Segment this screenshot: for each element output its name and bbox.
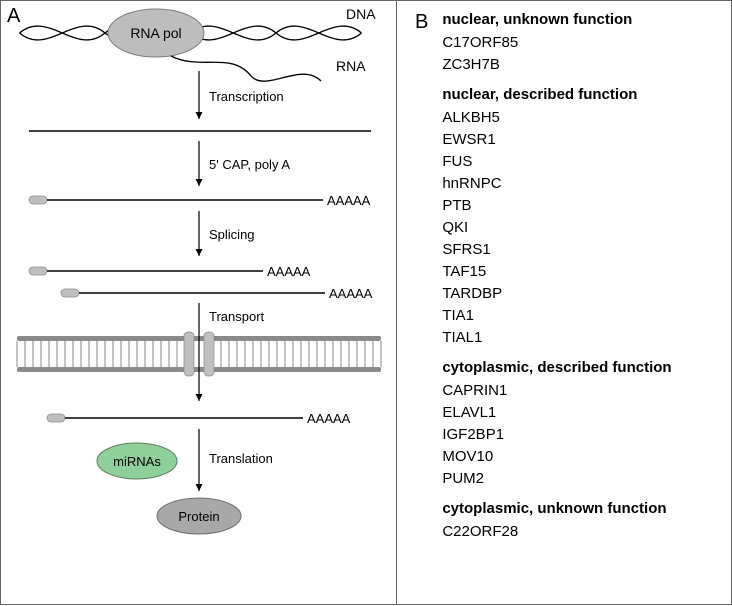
panel-b-label: B: [415, 11, 428, 34]
polya-2: AAAAA: [267, 264, 311, 279]
cap-icon-2: [29, 267, 47, 275]
dna-label: DNA: [346, 6, 376, 22]
list-item: CAPRIN1: [442, 380, 717, 402]
list-item: PTB: [442, 195, 717, 217]
group-heading: cytoplasmic, unknown function: [442, 500, 717, 517]
list-item: TIAL1: [442, 327, 717, 349]
list-item: QKI: [442, 217, 717, 239]
polya-3: AAAAA: [329, 286, 373, 301]
group-heading: cytoplasmic, described function: [442, 359, 717, 376]
panel-b: B nuclear, unknown function C17ORF85 ZC3…: [397, 1, 731, 604]
group-cyto-unknown: cytoplasmic, unknown function C22ORF28: [442, 500, 717, 543]
step-transport: Transport: [209, 309, 265, 324]
list-item: TAF15: [442, 261, 717, 283]
step-translation: Translation: [209, 451, 273, 466]
polya-4: AAAAA: [307, 411, 351, 426]
mirnas-label: miRNAs: [113, 454, 161, 469]
list-item: TIA1: [442, 305, 717, 327]
step-splicing: Splicing: [209, 227, 255, 242]
list-item: MOV10: [442, 446, 717, 468]
cap-icon: [29, 196, 47, 204]
cap-icon-4: [47, 414, 65, 422]
group-cyto-described: cytoplasmic, described function CAPRIN1 …: [442, 359, 717, 490]
group-heading: nuclear, described function: [442, 86, 717, 103]
group-nuclear-unknown: nuclear, unknown function C17ORF85 ZC3H7…: [442, 11, 717, 76]
panel-a-diagram: DNA RNA pol RNA Transcription 5' CAP, po…: [1, 1, 396, 606]
polya-1: AAAAA: [327, 193, 371, 208]
list-item: C17ORF85: [442, 32, 717, 54]
cap-icon-3: [61, 289, 79, 297]
list-item: SFRS1: [442, 239, 717, 261]
panel-a: A DNA RNA pol RNA Transcription: [1, 1, 397, 604]
step-cap-polya: 5' CAP, poly A: [209, 157, 290, 172]
list-item: TARDBP: [442, 283, 717, 305]
list-item: C22ORF28: [442, 521, 717, 543]
panel-b-list: nuclear, unknown function C17ORF85 ZC3H7…: [442, 11, 717, 553]
list-item: FUS: [442, 151, 717, 173]
list-item: EWSR1: [442, 129, 717, 151]
group-nuclear-described: nuclear, described function ALKBH5 EWSR1…: [442, 86, 717, 349]
rnapol-label: RNA pol: [130, 25, 181, 41]
list-item: IGF2BP1: [442, 424, 717, 446]
channel-right-icon: [204, 332, 214, 376]
nascent-rna-icon: [171, 56, 321, 81]
channel-left-icon: [184, 332, 194, 376]
list-item: hnRNPC: [442, 173, 717, 195]
rna-label: RNA: [336, 58, 366, 74]
figure-frame: A DNA RNA pol RNA Transcription: [0, 0, 732, 605]
group-heading: nuclear, unknown function: [442, 11, 717, 28]
step-transcription: Transcription: [209, 89, 284, 104]
list-item: ELAVL1: [442, 402, 717, 424]
list-item: PUM2: [442, 468, 717, 490]
protein-label: Protein: [178, 509, 219, 524]
list-item: ALKBH5: [442, 107, 717, 129]
list-item: ZC3H7B: [442, 54, 717, 76]
